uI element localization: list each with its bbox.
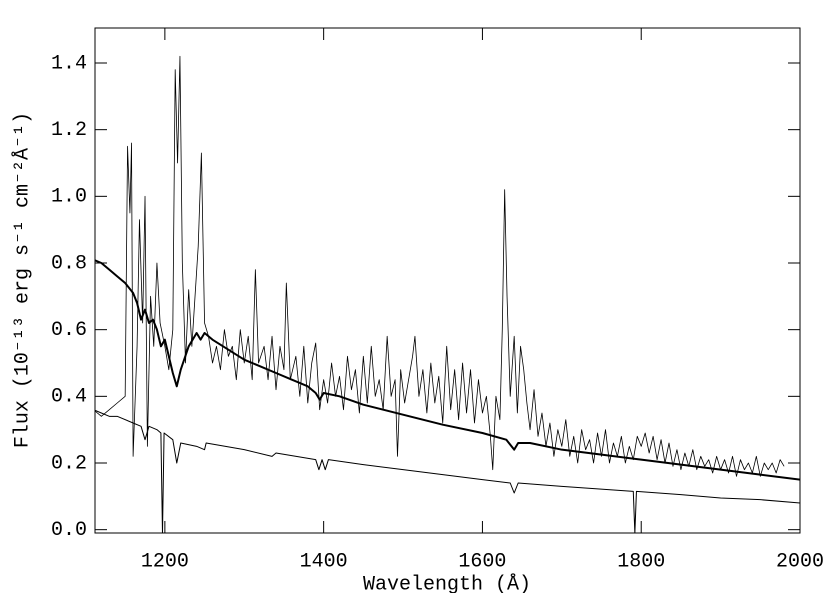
- y-tick-label: 0.4: [51, 386, 87, 409]
- y-axis-label: Flux (10⁻¹³ erg s⁻¹ cm⁻²Å⁻¹): [11, 112, 34, 448]
- y-tick-label: 0.2: [51, 452, 87, 475]
- spectrum-line: [95, 259, 800, 481]
- y-tick-label: 0.6: [51, 319, 87, 342]
- x-tick-label: 1800: [617, 550, 665, 573]
- spectrum-line: [95, 55, 785, 477]
- x-axis-label: Wavelength (Å): [363, 573, 531, 593]
- x-tick-label: 1200: [141, 550, 189, 573]
- y-tick-label: 1.4: [51, 52, 87, 75]
- plot-area: [95, 55, 800, 533]
- x-tick-label: 1400: [300, 550, 348, 573]
- x-tick-label: 2000: [776, 550, 824, 573]
- y-tick-label: 1.0: [51, 186, 87, 209]
- y-tick-label: 0.0: [51, 519, 87, 542]
- plot-frame: [94, 27, 801, 534]
- spectrum-line: [95, 409, 800, 533]
- x-tick-label: 1600: [458, 550, 506, 573]
- y-tick-label: 0.8: [51, 252, 87, 275]
- y-tick-label: 1.2: [51, 119, 87, 142]
